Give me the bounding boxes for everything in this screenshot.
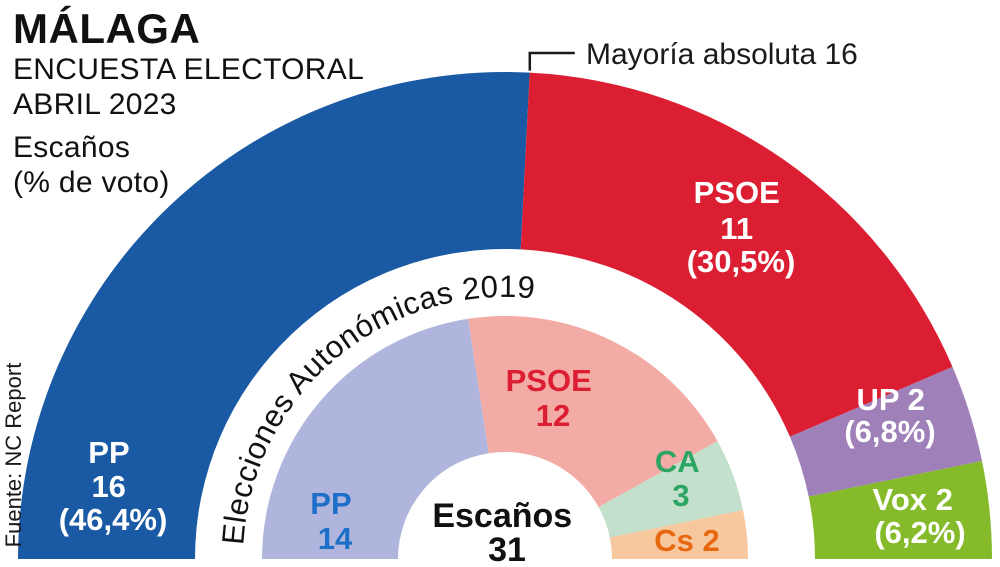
inner-ring-2019 [262,315,748,559]
psoe-2019-label: PSOE 12 [506,363,601,433]
source-credit: Fuente: NC Report [1,362,26,548]
psoe-2019-seats: 12 [536,398,570,433]
center-total-number: 31 [488,531,526,567]
vox-2023-name-seats: Vox 2 [872,482,952,517]
up-2023-pct: (6,8%) [844,414,935,449]
vox-2023-label: Vox 2 (6,2%) [872,482,965,550]
wedge-2023-vox [808,461,992,559]
header-subtitle-2: ABRIL 2023 [13,88,177,121]
up-2023-name-seats: UP 2 [857,382,925,417]
psoe-2023-label: PSOE 11 (30,5%) [687,175,796,279]
up-2023-label: UP 2 (6,8%) [844,382,935,449]
pp-2023-seats: 16 [91,469,125,504]
ca-2019-name: CA [655,444,699,479]
pp-2019-seats: 14 [318,521,353,556]
outer-ring-2023 [18,71,992,560]
wedge-2023-psoe [520,72,953,437]
psoe-2023-seats: 11 [720,211,753,246]
wedge-2023-up [789,366,982,497]
wedge-2019-pp [262,318,489,559]
ca-2019-seats: 3 [672,478,689,513]
header-units-2: (% de voto) [13,166,170,199]
wedge-2019-cs [609,510,748,559]
pp-2023-name: PP [88,435,129,470]
header-units-1: Escaños [13,131,131,164]
pp-2019-name: PP [310,486,351,521]
majority-label: Mayoría absoluta 16 [586,38,858,71]
pp-2023-label: PP 16 (46,4%) [59,435,168,537]
psoe-2023-name: PSOE [694,175,780,210]
cs-2019-label: Cs 2 [654,523,719,558]
center-total-label: Escaños 31 [432,497,581,567]
majority-callout-line [528,51,575,71]
vox-2023-pct: (6,2%) [874,515,965,550]
ca-2019-label: CA 3 [655,444,707,513]
cs-2019-name-seats: Cs 2 [654,523,719,558]
psoe-2019-name: PSOE [506,363,592,398]
majority-callout [528,51,575,71]
header: MÁLAGA ENCUESTA ELECTORAL ABRIL 2023 Esc… [13,6,364,200]
header-subtitle-1: ENCUESTA ELECTORAL [13,53,365,86]
center-total-word: Escaños [432,497,572,535]
wedge-2023-pp [18,71,530,560]
pp-2019-label: PP 14 [310,486,359,556]
page-title: MÁLAGA [13,5,201,52]
psoe-2023-pct: (30,5%) [687,244,796,279]
wedge-2019-psoe [468,315,718,508]
wedge-2019-ca [598,441,743,538]
pp-2023-pct: (46,4%) [59,502,168,537]
